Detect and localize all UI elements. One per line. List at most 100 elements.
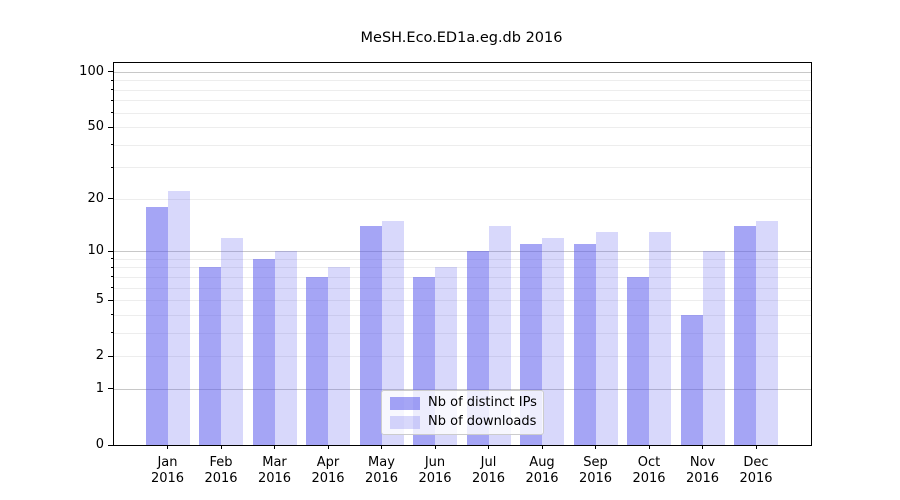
plot-area: 0 1 2 5 10 20 50 100 Jan 2016 Feb 2016 Mar 2016 Apr… — [79, 62, 812, 486]
y-minor-tick-30 — [111, 166, 114, 168]
x-tick-nov — [702, 445, 703, 449]
minor-gridline-50 — [114, 127, 811, 129]
y-minor-tick-7 — [111, 276, 114, 278]
chart-title: MeSH.Eco.ED1a.eg.db 2016 — [360, 30, 563, 46]
y-tick-label-20: 20 — [87, 190, 104, 206]
minor-gridline-2 — [114, 356, 811, 358]
y-tick-label-10: 10 — [87, 243, 104, 259]
y-tick-5 — [108, 299, 114, 301]
minor-gridline-4 — [114, 314, 811, 316]
x-tick-apr — [327, 445, 329, 449]
y-tick-50 — [108, 126, 114, 128]
y-minor-tick-80 — [111, 89, 114, 91]
legend: Nb of distinct IPs Nb of downloads — [381, 390, 544, 435]
legend-label-downloads: Nb of downloads — [428, 414, 537, 429]
x-tick-jun — [434, 445, 436, 449]
bar-may-downloads — [381, 220, 404, 445]
bar-mar-distinct-ips — [252, 258, 275, 445]
minor-gridline-30 — [114, 167, 811, 169]
minor-gridline-9 — [114, 258, 811, 260]
bar-feb-downloads — [221, 237, 243, 445]
y-tick-label-5: 5 — [95, 292, 104, 308]
x-tick-sep — [595, 445, 596, 449]
major-gridline-10 — [114, 251, 811, 253]
x-tick-label-nov: Nov 2016 — [685, 455, 720, 486]
y-minor-tick-8 — [111, 266, 114, 268]
minor-gridline-60 — [114, 112, 811, 114]
x-tick-label-apr: Apr 2016 — [311, 455, 345, 486]
bar-apr-downloads — [328, 267, 350, 445]
y-minor-tick-90 — [111, 79, 114, 81]
y-tick-0 — [108, 444, 114, 446]
y-minor-tick-3 — [111, 332, 114, 334]
minor-gridline-5 — [114, 300, 811, 302]
major-gridline-100 — [114, 71, 811, 73]
y-minor-tick-70 — [111, 99, 114, 101]
x-tick-dec — [755, 445, 757, 449]
x-tick-label-jul: Jul 2016 — [471, 455, 506, 486]
bar-oct-downloads — [649, 231, 671, 445]
minor-gridline-8 — [114, 267, 811, 269]
bar-feb-distinct-ips — [199, 267, 221, 445]
y-tick-20 — [108, 198, 114, 200]
minor-gridline-70 — [114, 100, 811, 102]
x-tick-label-oct: Oct 2016 — [632, 455, 666, 486]
y-minor-tick-9 — [111, 258, 114, 260]
y-tick-label-100: 100 — [79, 63, 104, 79]
y-minor-tick-4 — [111, 314, 114, 316]
legend-item-distinct-ips: Nb of distinct IPs — [390, 396, 543, 410]
y-tick-2 — [108, 355, 114, 357]
y-tick-1 — [108, 388, 114, 390]
y-minor-tick-6 — [111, 287, 114, 289]
x-tick-label-feb: Feb 2016 — [204, 455, 238, 486]
x-tick-label-aug: Aug 2016 — [525, 455, 559, 486]
legend-swatch-downloads — [390, 415, 420, 429]
x-tick-aug — [541, 445, 543, 449]
bar-oct-distinct-ips — [627, 276, 649, 445]
x-tick-feb — [220, 445, 222, 449]
minor-gridline-80 — [114, 89, 811, 91]
y-minor-tick-40 — [111, 144, 114, 146]
x-tick-label-jun: Jun 2016 — [418, 455, 452, 486]
bar-aug-downloads — [542, 237, 564, 445]
y-tick-label-2: 2 — [95, 348, 104, 364]
minor-gridline-40 — [114, 144, 811, 146]
major-gridline-1 — [114, 388, 811, 390]
x-tick-label-sep: Sep 2016 — [578, 455, 613, 486]
bar-apr-distinct-ips — [306, 276, 328, 445]
bar-may-distinct-ips — [359, 226, 382, 445]
x-tick-label-may: May 2016 — [364, 455, 399, 486]
x-tick-mar — [274, 445, 275, 449]
y-tick-label-0: 0 — [95, 437, 104, 452]
x-tick-label-jan: Jan 2016 — [150, 455, 185, 486]
x-tick-jan — [167, 445, 168, 449]
x-tick-label-mar: Mar 2016 — [257, 455, 292, 486]
x-tick-label-dec: Dec 2016 — [739, 455, 773, 486]
bar-nov-distinct-ips — [680, 314, 703, 445]
minor-gridline-3 — [114, 332, 811, 334]
bar-dec-downloads — [756, 220, 778, 445]
legend-item-downloads: Nb of downloads — [390, 415, 543, 429]
minor-gridline-20 — [114, 198, 811, 200]
y-minor-tick-60 — [111, 112, 114, 114]
legend-label-distinct-ips: Nb of distinct IPs — [428, 395, 537, 410]
bar-sep-downloads — [595, 231, 618, 445]
legend-swatch-distinct-ips — [390, 396, 420, 410]
x-tick-may — [381, 445, 382, 449]
bar-jan-distinct-ips — [145, 206, 168, 445]
bar-sep-distinct-ips — [573, 244, 596, 445]
minor-gridline-90 — [114, 80, 811, 82]
y-tick-label-50: 50 — [87, 119, 104, 135]
bar-mar-downloads — [274, 251, 297, 445]
y-tick-100 — [108, 71, 114, 73]
y-tick-label-1: 1 — [95, 380, 104, 396]
bar-jan-downloads — [167, 191, 190, 445]
x-tick-jul — [488, 445, 489, 449]
x-tick-oct — [648, 445, 650, 449]
bar-dec-distinct-ips — [734, 226, 756, 445]
y-tick-10 — [108, 250, 114, 252]
minor-gridline-6 — [114, 287, 811, 289]
bar-nov-downloads — [702, 251, 725, 445]
minor-gridline-7 — [114, 276, 811, 278]
